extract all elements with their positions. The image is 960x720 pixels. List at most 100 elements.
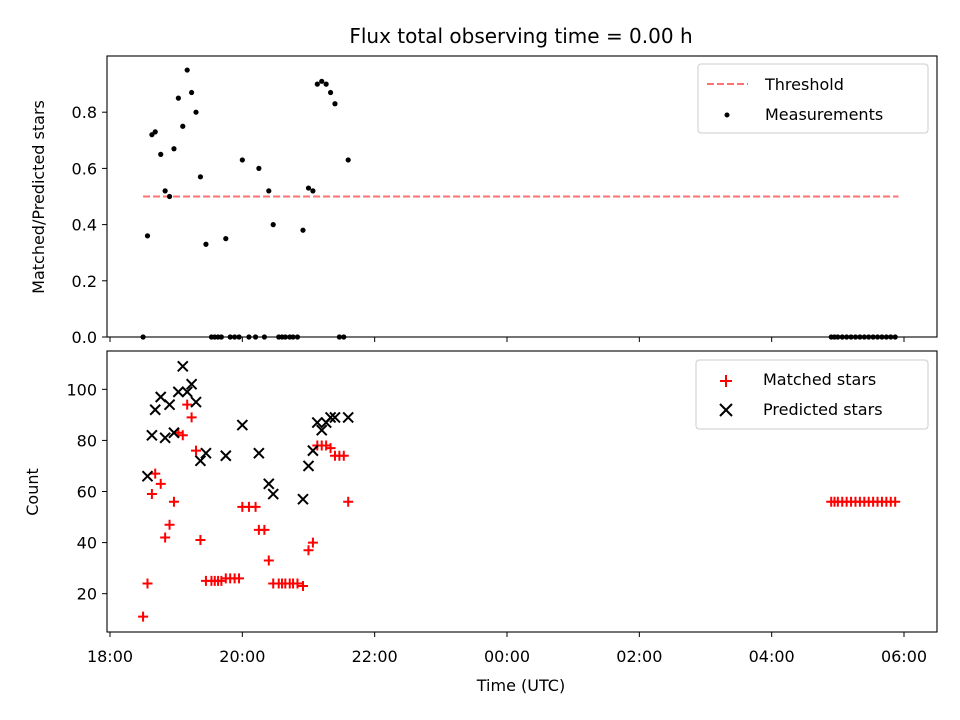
matched-star-point bbox=[259, 524, 270, 535]
predicted-star-point bbox=[297, 493, 309, 505]
x-tick-label: 04:00 bbox=[749, 647, 795, 666]
predicted-star-point bbox=[181, 386, 193, 398]
measurement-point bbox=[189, 89, 195, 96]
measurement-point bbox=[892, 334, 898, 340]
bottom-y-ticks: 20 40 60 80 100 bbox=[66, 380, 107, 604]
top-legend: Threshold Measurements bbox=[697, 63, 929, 134]
matched-star-point bbox=[168, 496, 179, 507]
predicted-star-point bbox=[342, 411, 354, 424]
measurement-point bbox=[162, 188, 168, 194]
x-tick-label: 06:00 bbox=[881, 647, 927, 666]
top-y-tick-label: 0.4 bbox=[72, 216, 97, 235]
measurement-point bbox=[839, 334, 845, 340]
top-y-tick-label: 0.0 bbox=[72, 328, 97, 347]
predicted-star-point bbox=[172, 386, 185, 398]
measurement-point bbox=[175, 95, 181, 101]
top-axes: 0.0 0.2 0.4 0.6 0.8 bbox=[72, 55, 938, 347]
measurement-point bbox=[252, 334, 259, 340]
measurement-point bbox=[319, 78, 325, 84]
predicted-star-point bbox=[163, 398, 176, 411]
measurement-point bbox=[144, 233, 151, 239]
measurement-point bbox=[874, 334, 881, 340]
matched-star-point bbox=[160, 532, 171, 543]
bottom-axes: 20 40 60 80 100 18:00 20:00 22:00 00:00 02:00 04:… bbox=[66, 350, 938, 666]
bottom-x-ticks: 18:00 20:00 22:00 00:00 02:00 04:00 06:00 bbox=[87, 632, 927, 666]
matched-star-point bbox=[343, 496, 354, 507]
top-y-ticks: 0.0 0.2 0.4 0.6 0.8 bbox=[72, 103, 107, 347]
measurements-points bbox=[140, 67, 898, 340]
matched-star-point bbox=[150, 468, 161, 479]
measurement-point bbox=[314, 81, 320, 87]
bottom-y-tick-label: 20 bbox=[77, 585, 97, 604]
matched-star-point bbox=[146, 489, 157, 500]
measurement-point bbox=[239, 157, 245, 163]
matched-star-point bbox=[142, 578, 153, 589]
bottom-y-tick-label: 80 bbox=[77, 431, 97, 450]
measurement-point bbox=[184, 67, 190, 73]
predicted-star-point bbox=[168, 427, 180, 439]
measurement-point bbox=[866, 334, 872, 340]
measurement-point bbox=[327, 89, 334, 96]
measurement-point bbox=[305, 185, 312, 191]
chart-title: Flux total observing time = 0.00 h bbox=[349, 24, 692, 48]
measurement-point bbox=[158, 151, 164, 157]
measurement-point bbox=[256, 165, 262, 171]
x-tick-label: 02:00 bbox=[616, 647, 662, 666]
legend-threshold-label: Threshold bbox=[764, 75, 844, 94]
measurement-point bbox=[171, 146, 177, 152]
measurement-point bbox=[246, 334, 252, 340]
top-y-tick-label: 0.2 bbox=[72, 272, 97, 291]
measurement-point bbox=[203, 241, 209, 247]
bottom-legend: Matched stars Predicted stars bbox=[695, 359, 929, 430]
top-y-tick-label: 0.6 bbox=[72, 159, 97, 178]
legend-matched-label: Matched stars bbox=[763, 370, 876, 389]
predicted-star-point bbox=[200, 447, 212, 459]
legend-predicted-swatch bbox=[719, 403, 733, 417]
measurement-point bbox=[341, 334, 347, 340]
measurement-point bbox=[323, 81, 329, 87]
matched-star-point bbox=[297, 581, 308, 592]
predicted-star-point bbox=[263, 478, 275, 490]
measurement-point bbox=[835, 334, 841, 340]
measurement-point bbox=[236, 334, 242, 340]
measurement-point bbox=[879, 334, 885, 340]
predicted-star-point bbox=[220, 450, 232, 462]
measurement-point bbox=[193, 109, 199, 115]
matched-star-point bbox=[191, 445, 202, 456]
legend-predicted-label: Predicted stars bbox=[763, 400, 883, 419]
legend-matched-swatch bbox=[720, 375, 732, 387]
bottom-legend-box bbox=[695, 359, 929, 430]
measurement-point bbox=[282, 334, 288, 340]
measurement-point bbox=[232, 334, 238, 340]
measurement-point bbox=[197, 174, 204, 180]
predicted-stars-points bbox=[141, 360, 354, 505]
matched-star-point bbox=[182, 399, 193, 410]
top-x-ticks bbox=[109, 337, 905, 342]
bottom-y-tick-label: 100 bbox=[66, 380, 97, 399]
measurement-point bbox=[290, 334, 296, 340]
predicted-star-point bbox=[324, 411, 337, 424]
matched-star-point bbox=[338, 450, 349, 461]
predicted-star-point bbox=[316, 424, 328, 436]
x-tick-label: 22:00 bbox=[352, 647, 398, 666]
predicted-star-point bbox=[194, 455, 207, 467]
measurement-point bbox=[140, 334, 146, 340]
matched-star-point bbox=[164, 519, 175, 530]
top-y-axis-label: Matched/Predicted stars bbox=[29, 100, 48, 294]
measurement-point bbox=[223, 236, 229, 242]
predicted-star-point bbox=[236, 419, 249, 431]
measurement-point bbox=[848, 334, 854, 340]
measurement-point bbox=[888, 334, 894, 340]
measurement-point bbox=[857, 334, 863, 340]
top-y-tick-label: 0.8 bbox=[72, 103, 97, 122]
matched-star-point bbox=[307, 537, 318, 548]
measurement-point bbox=[852, 334, 859, 340]
predicted-star-point bbox=[141, 470, 154, 482]
predicted-star-point bbox=[190, 396, 202, 408]
top-axes-frame bbox=[106, 55, 938, 338]
measurement-point bbox=[166, 193, 173, 200]
predicted-star-point bbox=[185, 378, 198, 390]
measurement-point bbox=[270, 222, 276, 228]
bottom-y-axis-label: Count bbox=[23, 468, 42, 516]
